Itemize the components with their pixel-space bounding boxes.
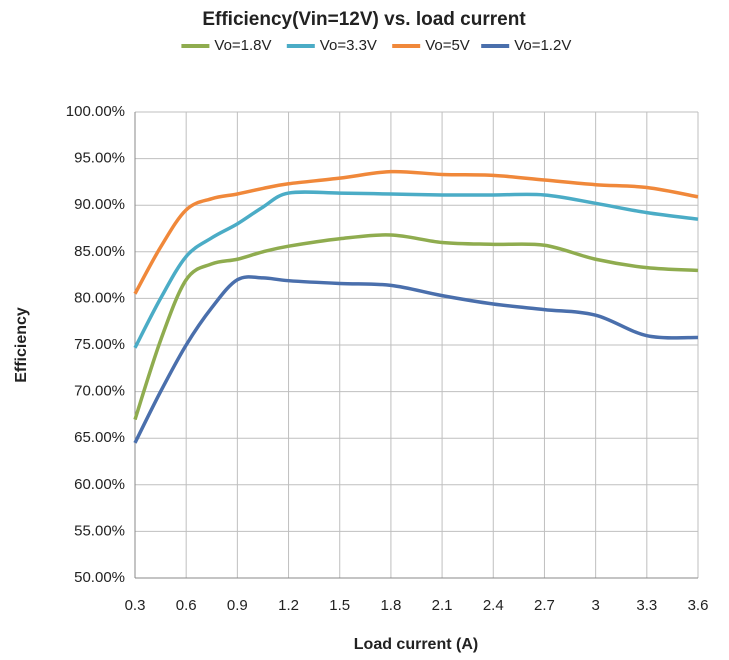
series-line [133, 275, 699, 444]
x-tick-label: 1.2 [278, 597, 299, 614]
x-tick-label: 3.3 [636, 597, 657, 614]
y-tick-label: 55.00% [74, 522, 125, 539]
y-tick-label: 60.00% [74, 476, 125, 493]
y-tick-label: 100.00% [66, 103, 125, 120]
y-tick-label: 90.00% [74, 196, 125, 213]
x-tick-label: 3 [591, 597, 599, 614]
y-tick-label: 80.00% [74, 289, 125, 306]
x-tick-label: 2.4 [483, 597, 504, 614]
x-tick-label: 1.8 [380, 597, 401, 614]
series-line [133, 169, 699, 295]
y-tick-label: 85.00% [74, 243, 125, 260]
legend-label: Vo=1.8V [214, 37, 271, 54]
y-tick-label: 50.00% [74, 569, 125, 586]
x-tick-label: 2.1 [432, 597, 453, 614]
series-line [133, 190, 699, 349]
x-tick-label: 0.3 [125, 597, 146, 614]
x-tick-label: 1.5 [329, 597, 350, 614]
legend-label: Vo=5V [425, 37, 470, 54]
y-axis-title: Efficiency [13, 307, 30, 383]
series-line [133, 233, 699, 421]
x-tick-label: 0.6 [176, 597, 197, 614]
x-axis-title: Load current (A) [354, 636, 478, 653]
y-tick-label: 75.00% [74, 336, 125, 353]
y-tick-label: 95.00% [74, 150, 125, 167]
legend-label: Vo=3.3V [320, 37, 377, 54]
x-tick-label: 2.7 [534, 597, 555, 614]
y-tick-label: 70.00% [74, 383, 125, 400]
x-tick-label: 0.9 [227, 597, 248, 614]
x-tick-label: 3.6 [688, 597, 709, 614]
chart-title: Efficiency(Vin=12V) vs. load current [202, 9, 526, 30]
y-tick-label: 65.00% [74, 429, 125, 446]
legend-label: Vo=1.2V [514, 37, 571, 54]
